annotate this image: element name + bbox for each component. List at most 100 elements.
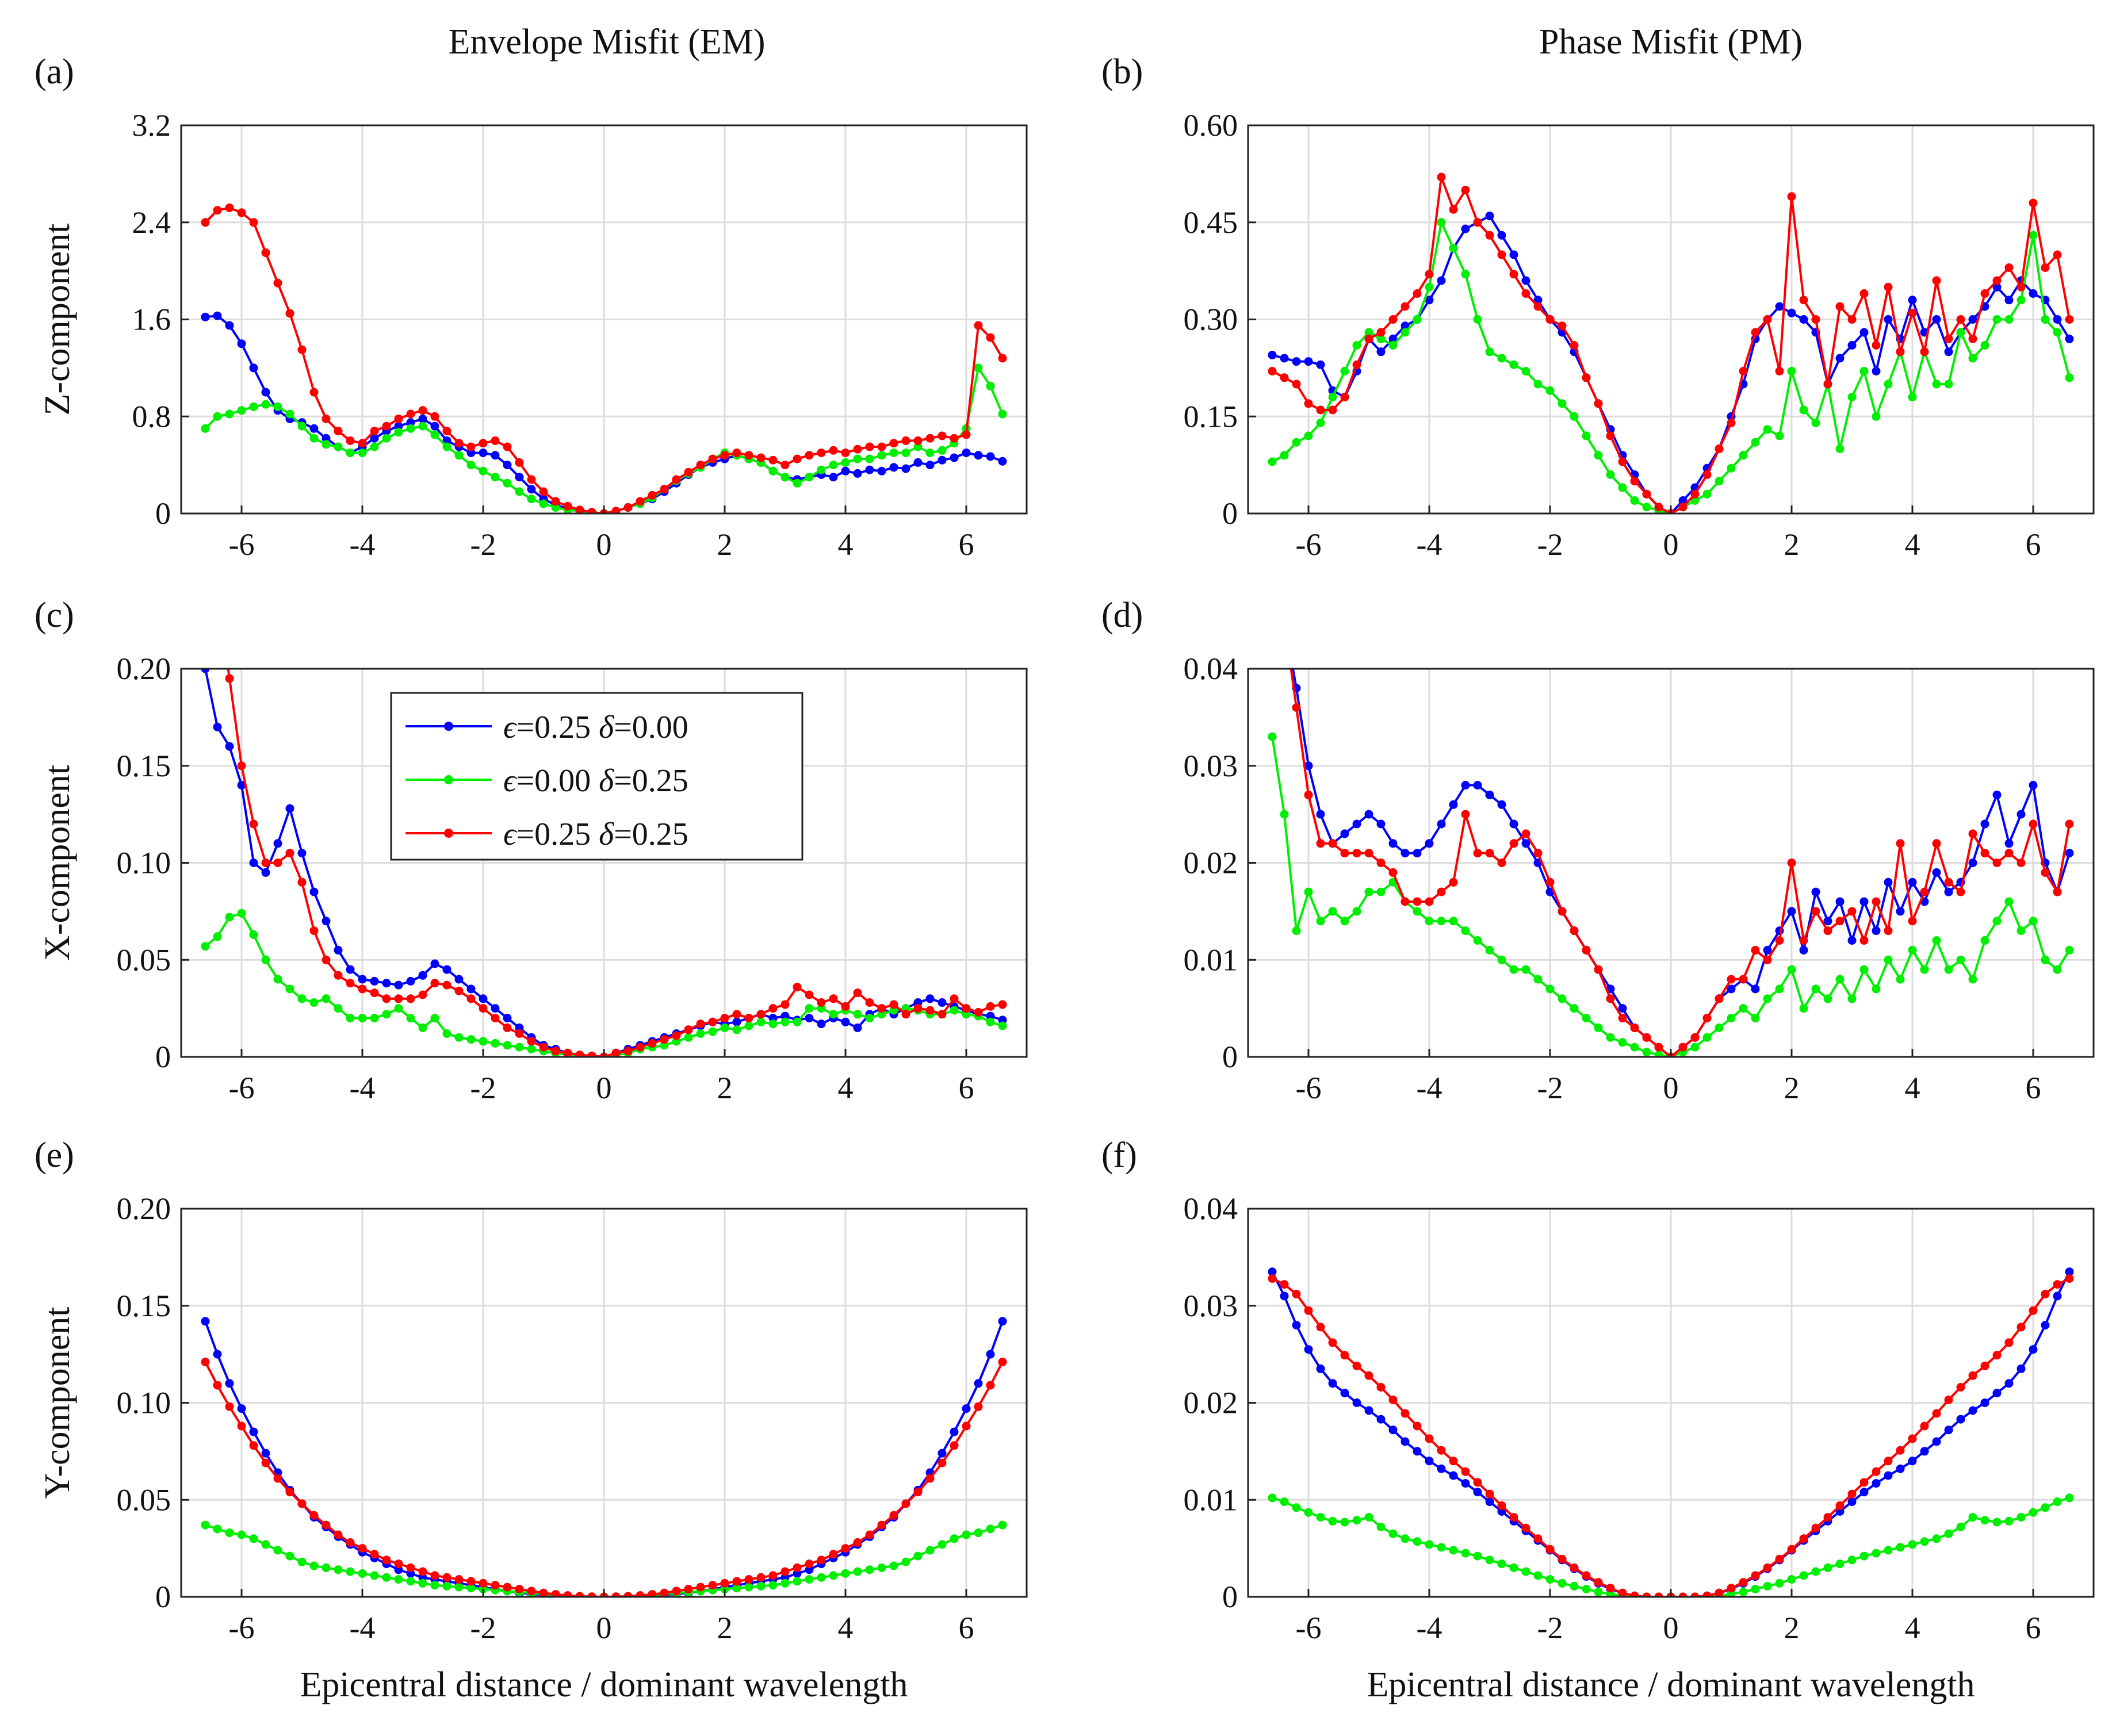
- data-point: [2065, 315, 2074, 324]
- data-point: [322, 1520, 331, 1530]
- data-point: [684, 1025, 693, 1034]
- data-point: [841, 466, 850, 476]
- data-point: [2016, 282, 2026, 292]
- panel-e: -6 -4 -2 0 2 4 6 0 0.05 0.10 0.15 0.20 (e) Y-componen…: [35, 1136, 1028, 1704]
- data-point: [454, 439, 464, 448]
- data-point: [2065, 819, 2074, 829]
- data-point: [1558, 1554, 1567, 1563]
- data-point: [551, 503, 560, 512]
- data-point: [442, 1573, 451, 1582]
- data-point: [1739, 1578, 1748, 1587]
- data-point: [273, 278, 282, 288]
- data-point: [1751, 984, 1760, 994]
- data-point: [1364, 887, 1373, 896]
- data-point: [2041, 315, 2050, 324]
- data-point: [1388, 341, 1398, 350]
- data-point: [805, 451, 814, 460]
- data-point: [1715, 1023, 1724, 1032]
- x-tick-label: 2: [717, 1611, 733, 1645]
- data-point: [1787, 907, 1796, 916]
- x-tick-label: -2: [470, 1071, 496, 1105]
- data-point: [1799, 315, 1808, 324]
- data-point: [1896, 1464, 1905, 1473]
- data-point: [1702, 1014, 1712, 1022]
- data-point: [732, 449, 741, 457]
- data-point: [201, 451, 210, 459]
- data-point: [587, 508, 596, 513]
- data-point: [1364, 328, 1373, 337]
- data-point: [322, 434, 331, 443]
- data-point: [889, 1511, 898, 1520]
- data-point: [309, 1561, 319, 1570]
- data-point: [454, 986, 464, 995]
- data-point: [1388, 1425, 1398, 1435]
- data-point: [1558, 399, 1567, 408]
- data-point: [213, 412, 222, 421]
- data-point: [285, 804, 294, 813]
- data-point: [261, 859, 270, 867]
- data-point: [297, 1499, 307, 1508]
- y-tick-label: 0.20: [117, 1191, 171, 1226]
- data-point: [418, 1578, 427, 1588]
- data-point: [672, 1586, 681, 1596]
- data-point: [877, 466, 886, 476]
- data-point: [1497, 955, 1506, 964]
- data-point: [539, 487, 548, 496]
- data-point: [213, 1381, 222, 1390]
- data-point: [962, 1004, 971, 1013]
- series-group: [201, 1317, 1007, 1597]
- data-point: [1884, 926, 1893, 936]
- data-point: [587, 1592, 596, 1597]
- x-tick-label: 0: [1663, 1071, 1679, 1105]
- data-point: [1968, 1371, 1977, 1380]
- data-point: [1473, 781, 1482, 790]
- data-point: [285, 309, 294, 318]
- data-point: [817, 1573, 826, 1582]
- data-point: [1509, 250, 1518, 259]
- data-point: [1280, 1497, 1289, 1507]
- legend-marker: [444, 722, 453, 731]
- data-point: [1497, 354, 1506, 363]
- panel-letter: (a): [35, 52, 74, 91]
- data-point: [2016, 926, 2026, 936]
- data-point: [406, 1563, 415, 1572]
- data-point: [768, 466, 778, 476]
- x-tick-label: -6: [229, 527, 255, 562]
- data-point: [285, 1488, 294, 1497]
- data-point: [1932, 1437, 1941, 1446]
- data-point: [1642, 503, 1651, 512]
- data-point: [1401, 897, 1410, 906]
- data-point: [334, 442, 343, 451]
- data-point: [805, 1004, 814, 1013]
- data-point: [225, 203, 234, 212]
- data-point: [1872, 1549, 1881, 1558]
- data-point: [1509, 270, 1518, 279]
- data-point: [998, 409, 1007, 419]
- data-point: [1413, 1537, 1422, 1546]
- data-point: [1763, 1581, 1772, 1591]
- data-point: [430, 1581, 439, 1590]
- data-point: [1328, 405, 1337, 415]
- data-point: [273, 1546, 282, 1555]
- data-point: [1376, 334, 1386, 343]
- data-point: [442, 427, 451, 436]
- x-tick-label: 4: [838, 1611, 854, 1645]
- data-point: [901, 464, 910, 473]
- data-point: [1775, 1578, 1784, 1588]
- data-point: [2029, 289, 2038, 298]
- data-point: [454, 1033, 464, 1042]
- series-group: [1268, 173, 2074, 513]
- data-point: [491, 1004, 500, 1013]
- legend-marker: [444, 829, 453, 838]
- data-point: [1413, 315, 1422, 324]
- data-point: [527, 1037, 536, 1046]
- x-tick-label: 6: [959, 1071, 974, 1105]
- data-point: [370, 1571, 379, 1580]
- data-point: [2065, 373, 2074, 382]
- data-point: [1618, 457, 1627, 466]
- data-point: [1763, 425, 1772, 434]
- data-point: [1328, 1338, 1337, 1347]
- data-point: [503, 1023, 512, 1032]
- data-point: [418, 990, 427, 999]
- data-point: [1896, 347, 1905, 357]
